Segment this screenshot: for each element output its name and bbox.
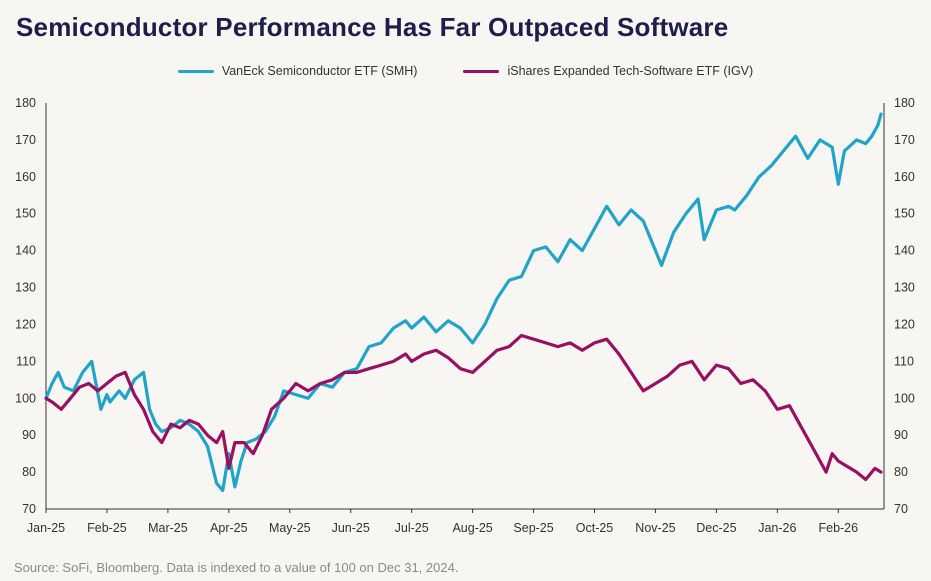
x-tick-label: Oct-25 [576,521,614,535]
legend-label-igv: iShares Expanded Tech-Software ETF (IGV) [507,64,754,78]
y-tick-label-right: 70 [894,502,908,516]
y-tick-label-right: 180 [894,96,915,110]
y-tick-label-left: 170 [15,133,36,147]
y-tick-label-left: 180 [15,96,36,110]
legend-swatch-smh [177,69,214,73]
x-tick-label: Jan-25 [27,521,65,535]
series-line-smh [44,112,883,493]
y-tick-label-right: 80 [894,465,908,479]
legend-label-smh: VanEck Semiconductor ETF (SMH) [221,64,418,78]
x-tick-label: Feb-26 [818,521,858,535]
source-note: Source: SoFi, Bloomberg. Data is indexed… [14,560,459,575]
y-tick-label-left: 100 [15,391,36,405]
chart-legend: VanEck Semiconductor ETF (SMH) iShares E… [0,64,931,78]
x-tick-label: May-25 [269,521,311,535]
y-tick-label-left: 70 [22,502,36,516]
y-tick-label-left: 120 [15,317,36,331]
x-tick-label: Jun-25 [332,521,370,535]
y-tick-label-right: 130 [894,281,915,295]
y-tick-label-right: 100 [894,391,915,405]
x-tick-label: Nov-25 [635,521,675,535]
y-tick-label-right: 120 [894,317,915,331]
x-tick-label: Jul-25 [395,521,429,535]
y-tick-label-left: 150 [15,207,36,221]
x-tick-label: Mar-25 [148,521,188,535]
legend-swatch-igv [463,69,500,73]
legend-item-smh: VanEck Semiconductor ETF (SMH) [177,64,418,78]
y-tick-label-left: 140 [15,244,36,258]
x-tick-label: Aug-25 [452,521,492,535]
chart-title: Semiconductor Performance Has Far Outpac… [16,12,729,42]
y-tick-label-left: 160 [15,170,36,184]
x-tick-label: Apr-25 [210,521,248,535]
series-line-igv [44,333,883,482]
x-tick-label: Feb-25 [87,521,127,535]
x-tick-label: Jan-26 [758,521,796,535]
y-tick-label-left: 130 [15,281,36,295]
y-tick-label-right: 90 [894,428,908,442]
y-tick-label-right: 160 [894,170,915,184]
y-tick-label-left: 110 [16,354,36,368]
y-tick-label-right: 170 [894,133,915,147]
legend-item-igv: iShares Expanded Tech-Software ETF (IGV) [463,64,753,78]
x-tick-label: Dec-25 [696,521,736,535]
y-tick-label-right: 110 [894,354,914,368]
x-tick-label: Sep-25 [513,521,553,535]
y-tick-label-left: 90 [22,428,36,442]
y-tick-label-right: 140 [894,244,915,258]
y-tick-label-right: 150 [894,207,915,221]
y-tick-label-left: 80 [22,465,36,479]
